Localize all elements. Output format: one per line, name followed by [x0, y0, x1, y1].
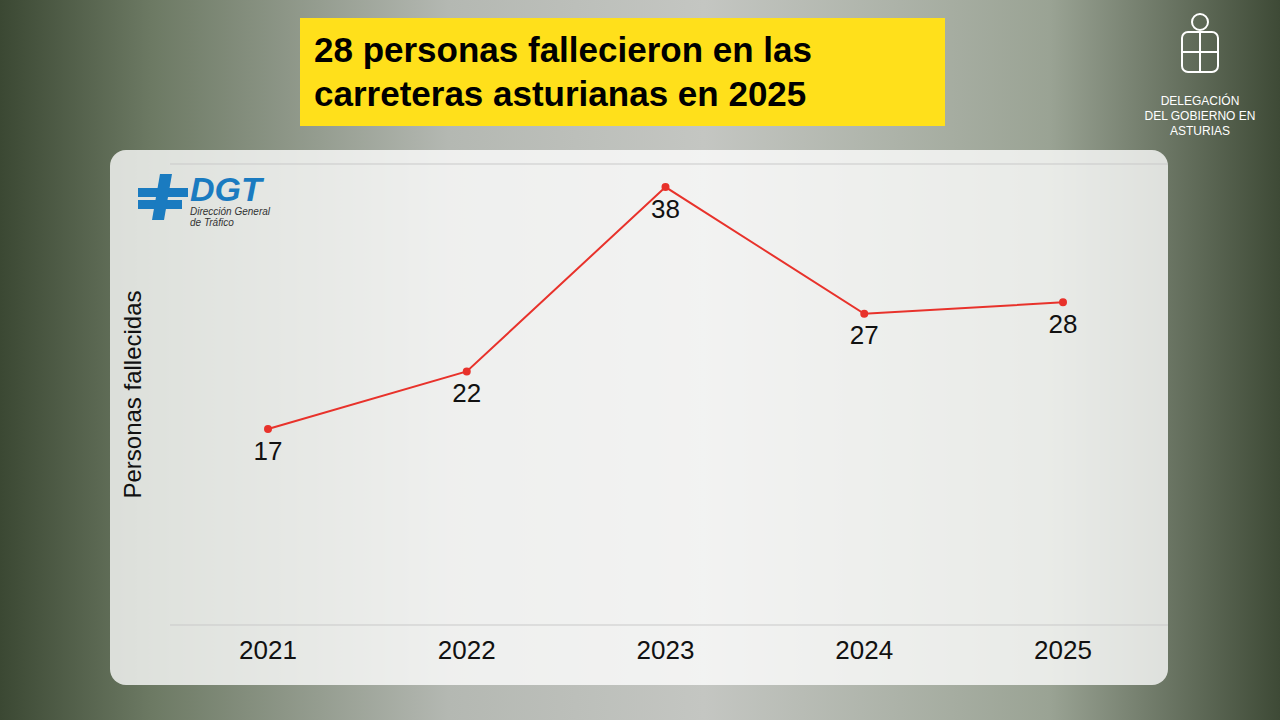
svg-text:27: 27	[850, 320, 879, 350]
svg-text:38: 38	[651, 194, 680, 224]
html-text:DGT: DGT	[190, 170, 262, 208]
svg-text:2022: 2022	[438, 635, 496, 665]
svg-text:28: 28	[1049, 309, 1078, 339]
svg-text:Personas fallecidas: Personas fallecidas	[119, 290, 146, 498]
html-text:DELEGACIÓN: DELEGACIÓN	[1160, 94, 1240, 108]
svg-text:22: 22	[452, 378, 481, 408]
svg-text:2025: 2025	[1034, 635, 1092, 665]
svg-text:2024: 2024	[835, 635, 893, 665]
svg-text:2021: 2021	[239, 635, 297, 665]
svg-text:2023: 2023	[637, 635, 695, 665]
html-text:ASTURIAS: ASTURIAS	[1170, 124, 1230, 138]
html-text:de Tráfico: de Tráfico	[190, 217, 234, 228]
html-text:DEL GOBIERNO EN: DEL GOBIERNO EN	[1144, 109, 1256, 123]
svg-text:17: 17	[254, 436, 283, 466]
html-text:28 personas fallecieron en las: 28 personas fallecieron en las carretera…	[314, 30, 812, 113]
html-text:Dirección General: Dirección General	[190, 206, 270, 217]
